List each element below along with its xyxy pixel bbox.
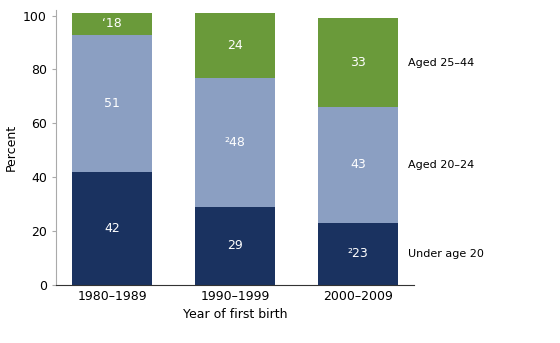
Y-axis label: Percent: Percent [4, 124, 17, 171]
Text: 33: 33 [350, 56, 366, 69]
Text: ²48: ²48 [225, 135, 246, 149]
Bar [72, 35, 152, 172]
Bar [72, 172, 152, 285]
Text: ‘18: ‘18 [102, 17, 122, 30]
Text: Under age 20: Under age 20 [408, 249, 484, 259]
Bar [318, 223, 398, 285]
Text: 51: 51 [104, 97, 120, 110]
Bar [195, 207, 275, 285]
Text: ²23: ²23 [348, 247, 368, 260]
Text: Aged 25–44: Aged 25–44 [408, 58, 474, 68]
Text: 43: 43 [350, 158, 366, 172]
Text: 29: 29 [227, 239, 243, 252]
X-axis label: Year of first birth: Year of first birth [183, 308, 287, 321]
Text: 24: 24 [227, 39, 243, 52]
Text: 42: 42 [104, 222, 120, 235]
Bar [195, 78, 275, 207]
Text: Aged 20–24: Aged 20–24 [408, 160, 474, 170]
Bar [195, 13, 275, 78]
Bar [72, 13, 152, 35]
Bar [318, 19, 398, 107]
Bar [318, 107, 398, 223]
